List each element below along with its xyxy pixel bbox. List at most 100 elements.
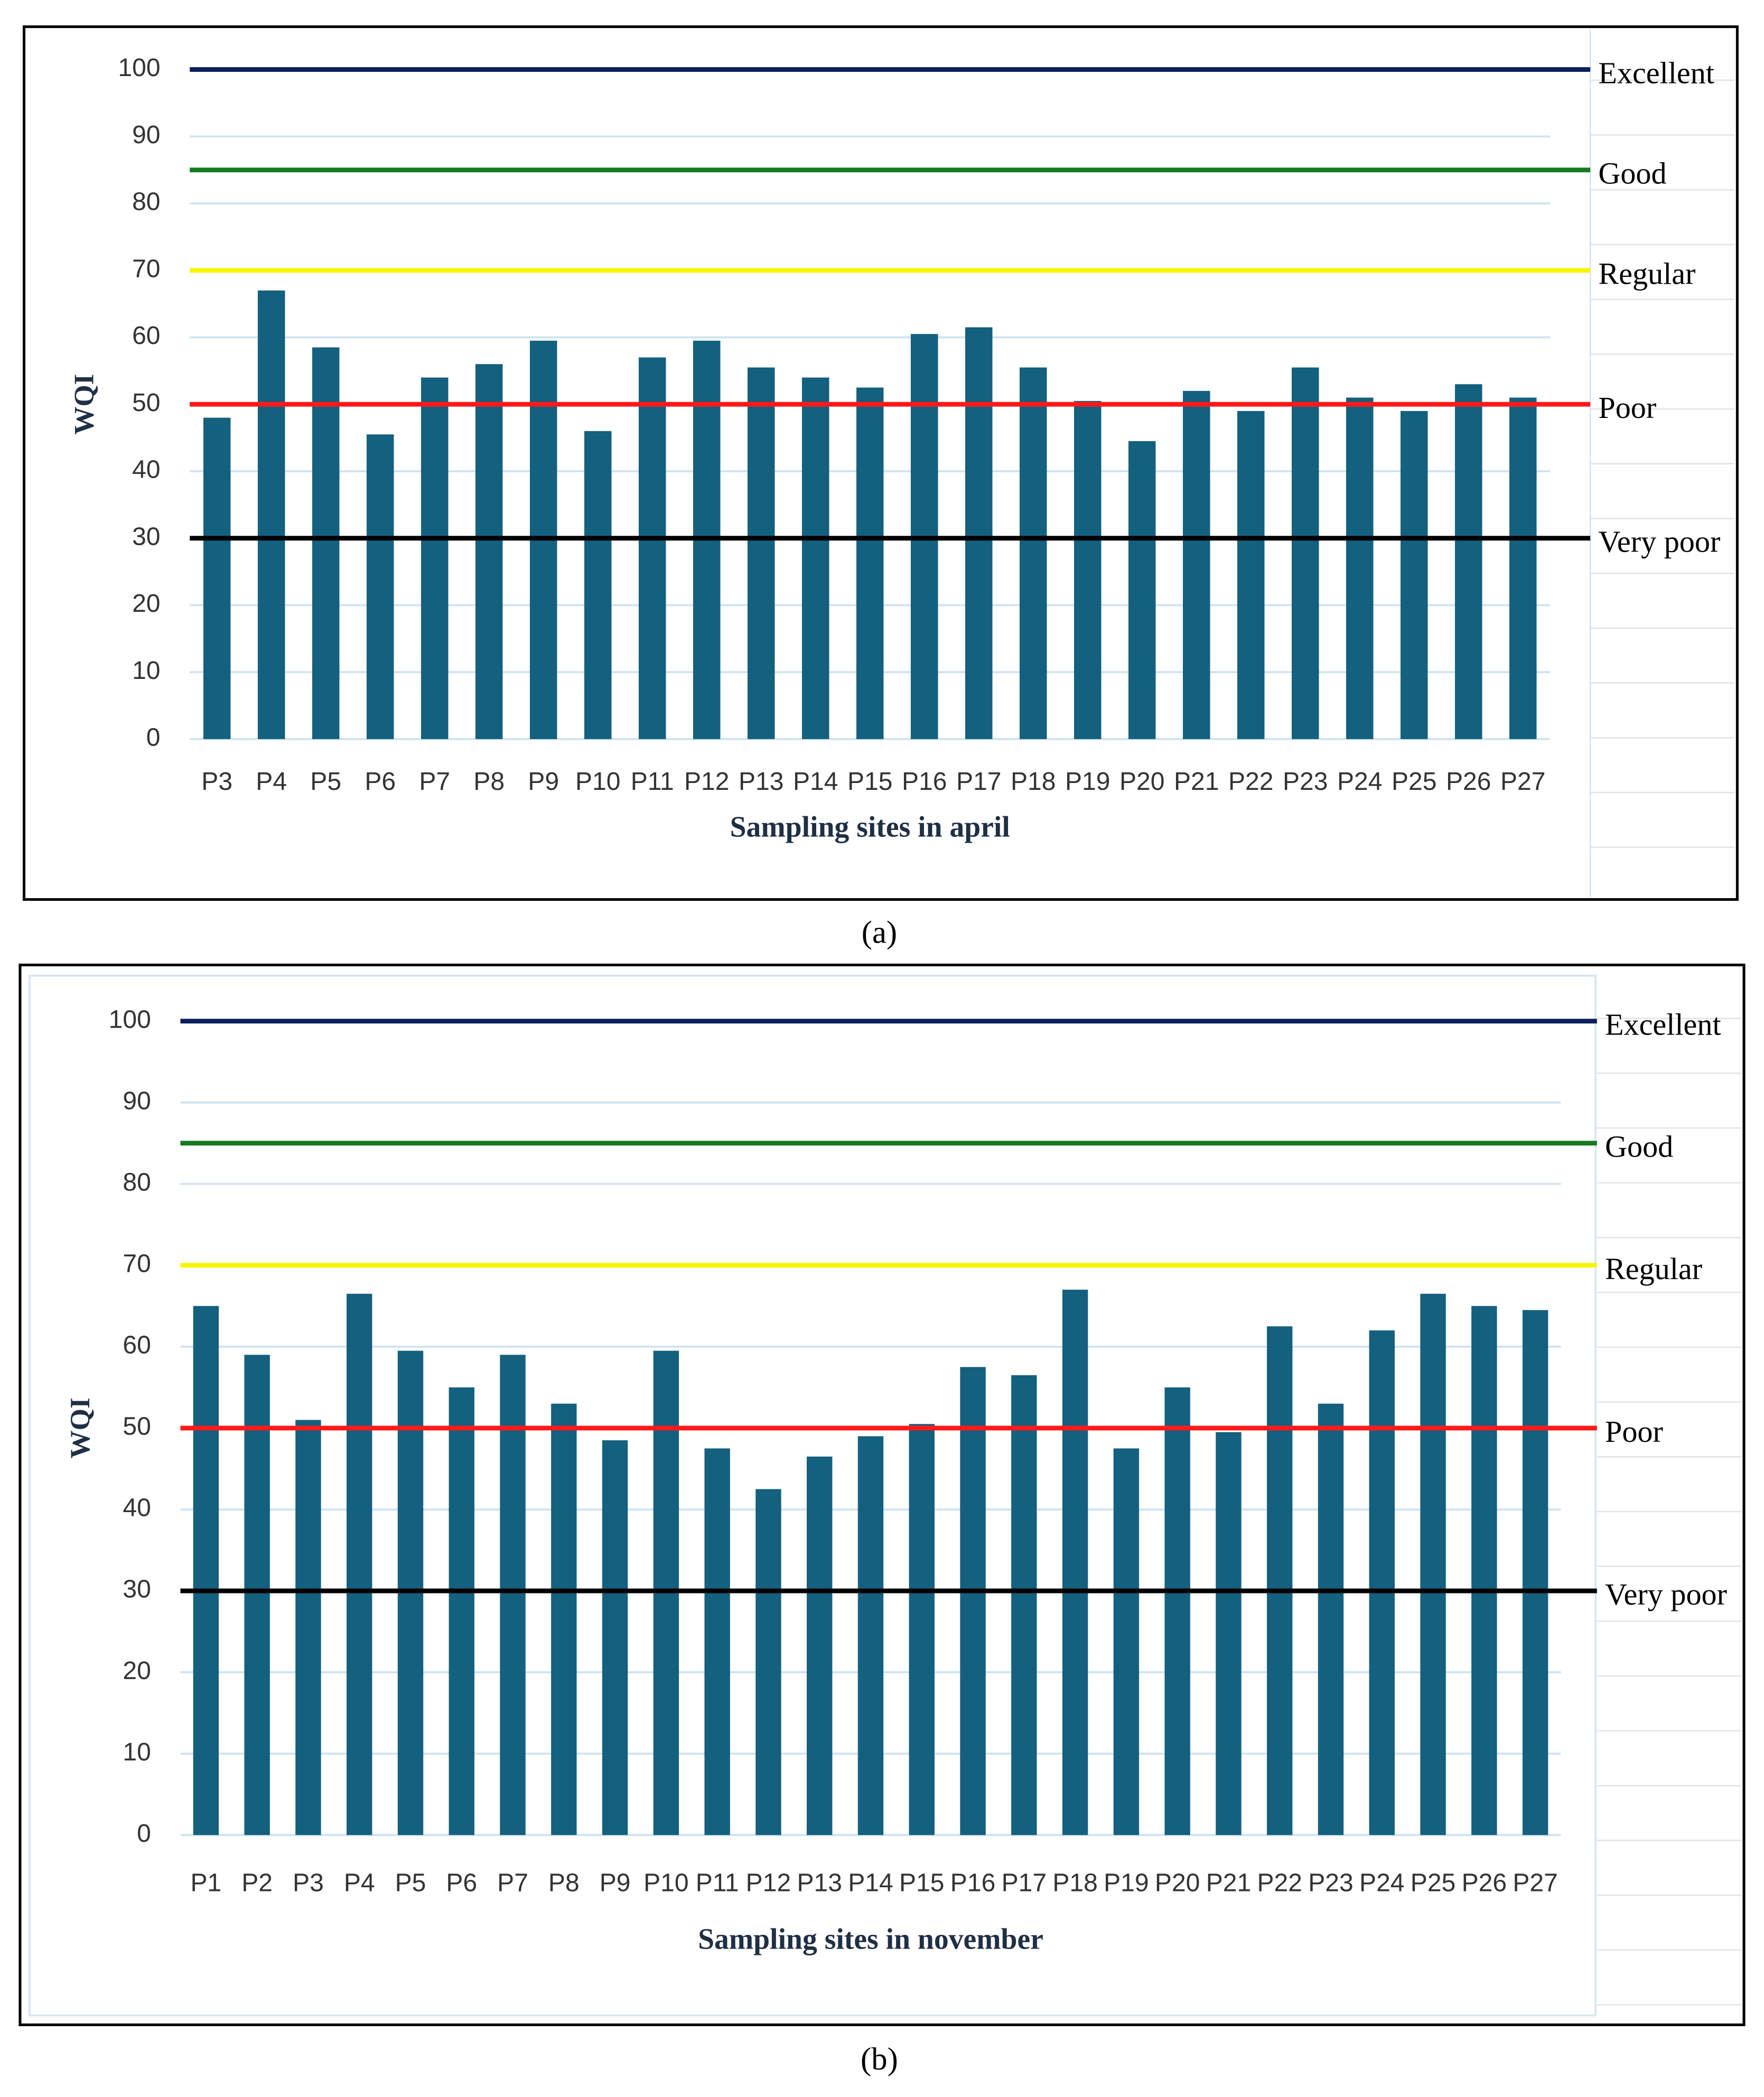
bar (638, 357, 666, 739)
bar (1074, 400, 1102, 739)
reference-label: Regular (1605, 1252, 1702, 1286)
reference-label: Excellent (1598, 56, 1714, 90)
x-tick-label: P10 (643, 1868, 688, 1897)
x-tick-label: P5 (395, 1868, 426, 1897)
x-tick-label: P9 (528, 767, 559, 796)
x-tick-label: P26 (1446, 767, 1491, 796)
x-tick-label: P16 (950, 1868, 995, 1897)
bar (1346, 397, 1374, 739)
bar (1128, 441, 1156, 739)
bar (551, 1403, 577, 1835)
bar (312, 347, 340, 739)
x-tick-label: P17 (1002, 1868, 1047, 1897)
x-tick-label: P22 (1228, 767, 1273, 796)
bar (475, 364, 503, 739)
bar (801, 377, 829, 739)
y-tick-label: 80 (132, 188, 160, 216)
bar (1164, 1387, 1190, 1835)
bar (1522, 1310, 1548, 1835)
bar (1216, 1432, 1242, 1835)
y-axis-title: WQI (69, 374, 100, 435)
bar (449, 1387, 474, 1835)
reference-label: Poor (1598, 390, 1656, 425)
x-tick-label: P8 (548, 1868, 580, 1897)
x-tick-label: P13 (797, 1868, 842, 1897)
bar (1267, 1326, 1293, 1835)
y-axis-title: WQI (65, 1397, 96, 1458)
reference-label: Very poor (1605, 1577, 1727, 1611)
y-tick-label: 100 (109, 1005, 151, 1033)
bar (1237, 411, 1265, 739)
y-tick-label: 40 (132, 455, 160, 484)
x-tick-label: P25 (1411, 1868, 1455, 1897)
bar (807, 1456, 833, 1835)
y-tick-label: 20 (123, 1656, 151, 1685)
bar (366, 434, 394, 739)
x-tick-label: P24 (1359, 1868, 1404, 1897)
y-tick-label: 10 (123, 1738, 151, 1766)
x-tick-label: P26 (1462, 1868, 1507, 1897)
x-tick-label: P19 (1065, 767, 1110, 796)
x-tick-label: P15 (899, 1868, 944, 1897)
bar (857, 1436, 884, 1835)
x-tick-label: P22 (1257, 1868, 1302, 1897)
x-tick-label: P6 (365, 767, 396, 796)
bar (1455, 384, 1482, 739)
bar (856, 387, 884, 739)
x-tick-label: P4 (256, 767, 287, 796)
x-tick-label: P25 (1392, 767, 1436, 796)
y-tick-label: 100 (118, 53, 160, 82)
caption: (a) (862, 915, 897, 950)
x-tick-label: P14 (793, 767, 838, 796)
y-tick-label: 80 (123, 1168, 151, 1196)
x-tick-label: P9 (600, 1868, 631, 1897)
bar (1011, 1375, 1037, 1835)
x-tick-label: P21 (1174, 767, 1219, 796)
bar (500, 1355, 526, 1835)
x-tick-label: P20 (1155, 1868, 1200, 1897)
bar (1113, 1448, 1140, 1835)
bar (1420, 1293, 1446, 1835)
bar (965, 327, 993, 739)
x-tick-label: P23 (1308, 1868, 1353, 1897)
x-tick-label: P27 (1513, 1868, 1557, 1897)
y-tick-label: 60 (123, 1331, 151, 1359)
x-tick-label: P18 (1011, 767, 1056, 796)
bar (1401, 411, 1428, 739)
reference-label: Good (1598, 156, 1666, 191)
x-tick-label: P20 (1119, 767, 1164, 796)
x-tick-label: P24 (1337, 767, 1382, 796)
x-tick-label: P12 (746, 1868, 791, 1897)
x-tick-label: P14 (848, 1868, 893, 1897)
y-tick-label: 10 (132, 656, 160, 685)
bar (1318, 1403, 1344, 1835)
y-tick-label: 50 (132, 388, 160, 417)
x-tick-label: P27 (1500, 767, 1545, 796)
bar (1509, 397, 1537, 739)
bar (584, 431, 612, 739)
y-tick-label: 0 (137, 1819, 151, 1848)
x-tick-label: P18 (1052, 1868, 1097, 1897)
y-tick-label: 30 (123, 1575, 151, 1604)
bar (602, 1440, 628, 1835)
bar (193, 1306, 219, 1835)
bar (421, 377, 449, 739)
bar (1471, 1306, 1497, 1835)
reference-label: Excellent (1605, 1008, 1721, 1042)
x-tick-label: P19 (1104, 1868, 1149, 1897)
bar (347, 1293, 372, 1835)
y-tick-label: 60 (132, 321, 160, 350)
x-tick-label: P11 (696, 1868, 739, 1897)
y-tick-label: 90 (132, 120, 160, 149)
x-tick-label: P1 (190, 1868, 221, 1897)
x-tick-label: P11 (631, 767, 674, 796)
x-tick-label: P17 (956, 767, 1001, 796)
x-tick-label: P3 (201, 767, 232, 796)
x-tick-label: P10 (575, 767, 620, 796)
reference-label: Poor (1605, 1414, 1663, 1449)
chart-area-frame (28, 974, 1597, 2017)
bar (960, 1367, 986, 1835)
x-tick-label: P7 (419, 767, 450, 796)
bar (755, 1489, 781, 1835)
